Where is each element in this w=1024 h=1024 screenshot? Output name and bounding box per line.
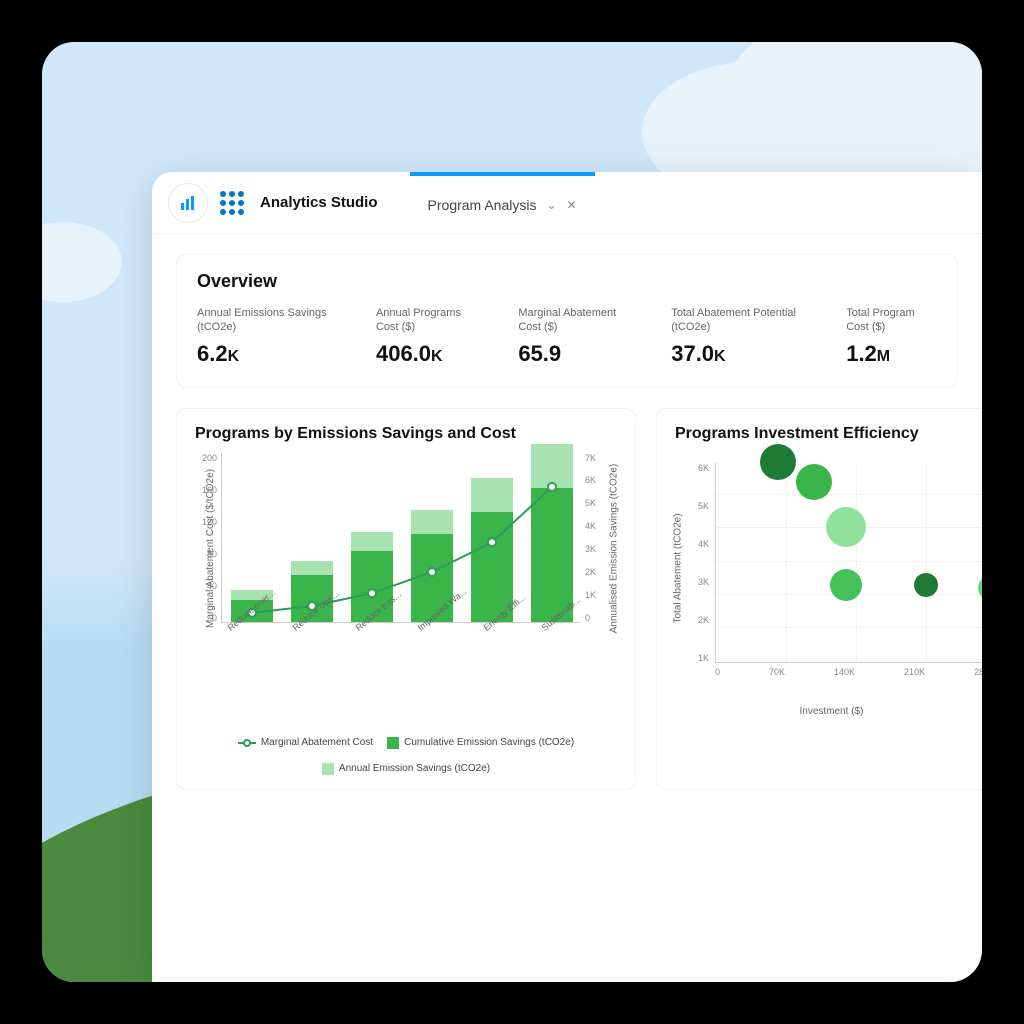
scatter-y-label: Total Abatement (tCO2e)	[673, 513, 684, 623]
metric-label: Total Program Cost ($)	[846, 306, 937, 335]
bubble-point[interactable]	[914, 573, 938, 597]
line-marker[interactable]	[548, 483, 556, 491]
metric-label: Annual Programs Cost ($)	[376, 306, 480, 335]
scatter-chart-card: Programs Investment Efficiency Total Aba…	[656, 408, 982, 790]
metric-value: 1.2M	[846, 341, 937, 367]
metric: Marginal Abatement Cost ($) 65.9	[518, 306, 633, 367]
app-logo[interactable]	[168, 183, 208, 223]
scatter-plot	[715, 463, 982, 663]
bubble-point[interactable]	[978, 575, 982, 601]
line-marker[interactable]	[488, 538, 496, 546]
app-launcher-icon[interactable]	[220, 191, 244, 215]
bar-chart-area: Marginal Abatement Cost ($/tCO2e) 200160…	[195, 453, 617, 683]
legend-annual: Annual Emission Savings (tCO2e)	[322, 763, 490, 775]
metric: Annual Emissions Savings (tCO2e) 6.2K	[197, 306, 338, 367]
scatter-x-label: Investment ($)	[675, 706, 982, 717]
bar-chart-title: Programs by Emissions Savings and Cost	[195, 425, 617, 443]
app-frame: Analytics Studio Program Analysis ⌄ ✕ Ov…	[42, 42, 982, 982]
scatter-x-ticks: 070K140K210K280K	[715, 667, 982, 677]
metric-value: 65.9	[518, 341, 633, 367]
y-right-ticks: 7K6K5K4K3K2K1K0	[581, 453, 607, 623]
metric-value: 6.2K	[197, 341, 338, 367]
tab-label: Program Analysis	[428, 197, 537, 213]
line-marker[interactable]	[428, 568, 436, 576]
overview-card: Overview Annual Emissions Savings (tCO2e…	[176, 254, 958, 388]
metric-label: Annual Emissions Savings (tCO2e)	[197, 306, 338, 335]
app-title: Analytics Studio	[260, 194, 378, 211]
x-labels: Reduce ener...Reduce Ups...Reduce tras..…	[221, 629, 581, 639]
close-icon[interactable]: ✕	[567, 198, 577, 212]
bubble-point[interactable]	[760, 444, 796, 480]
metric: Total Program Cost ($) 1.2M	[846, 306, 937, 367]
dashboard-panel: Analytics Studio Program Analysis ⌄ ✕ Ov…	[152, 172, 982, 982]
y-right-label: Annualised Emission Savings (tCO2e)	[609, 463, 620, 633]
top-bar: Analytics Studio Program Analysis ⌄ ✕	[152, 172, 982, 234]
analytics-icon	[179, 194, 197, 212]
metric-label: Total Abatement Potential (tCO2e)	[671, 306, 808, 335]
legend-cumulative: Cumulative Emission Savings (tCO2e)	[387, 737, 574, 749]
metrics-row: Annual Emissions Savings (tCO2e)6.2KAnnu…	[197, 306, 937, 367]
metric: Total Abatement Potential (tCO2e) 37.0K	[671, 306, 808, 367]
y-left-label: Marginal Abatement Cost ($/tCO2e)	[205, 469, 216, 628]
scatter-chart-area: Total Abatement (tCO2e) 6K5K4K3K2K1K 070…	[675, 453, 982, 715]
bubble-point[interactable]	[830, 569, 862, 601]
bubble-point[interactable]	[796, 464, 832, 500]
overview-title: Overview	[197, 271, 937, 292]
metric-label: Marginal Abatement Cost ($)	[518, 306, 633, 335]
bubble-point[interactable]	[826, 507, 866, 547]
content-area: Overview Annual Emissions Savings (tCO2e…	[152, 234, 982, 810]
legend-line: Marginal Abatement Cost	[238, 737, 373, 749]
cloud-decoration	[42, 222, 122, 302]
bar-chart-legend: Marginal Abatement Cost Cumulative Emiss…	[195, 737, 617, 775]
line-marker[interactable]	[368, 589, 376, 597]
metric-value: 37.0K	[671, 341, 808, 367]
charts-row: Programs by Emissions Savings and Cost M…	[176, 408, 982, 790]
scatter-y-ticks: 6K5K4K3K2K1K	[687, 463, 709, 663]
tab-program-analysis[interactable]: Program Analysis ⌄ ✕	[410, 172, 595, 234]
bar-chart-card: Programs by Emissions Savings and Cost M…	[176, 408, 636, 790]
chevron-down-icon[interactable]: ⌄	[546, 198, 556, 212]
metric-value: 406.0K	[376, 341, 480, 367]
scatter-chart-title: Programs Investment Efficiency	[675, 425, 982, 443]
metric: Annual Programs Cost ($) 406.0K	[376, 306, 480, 367]
